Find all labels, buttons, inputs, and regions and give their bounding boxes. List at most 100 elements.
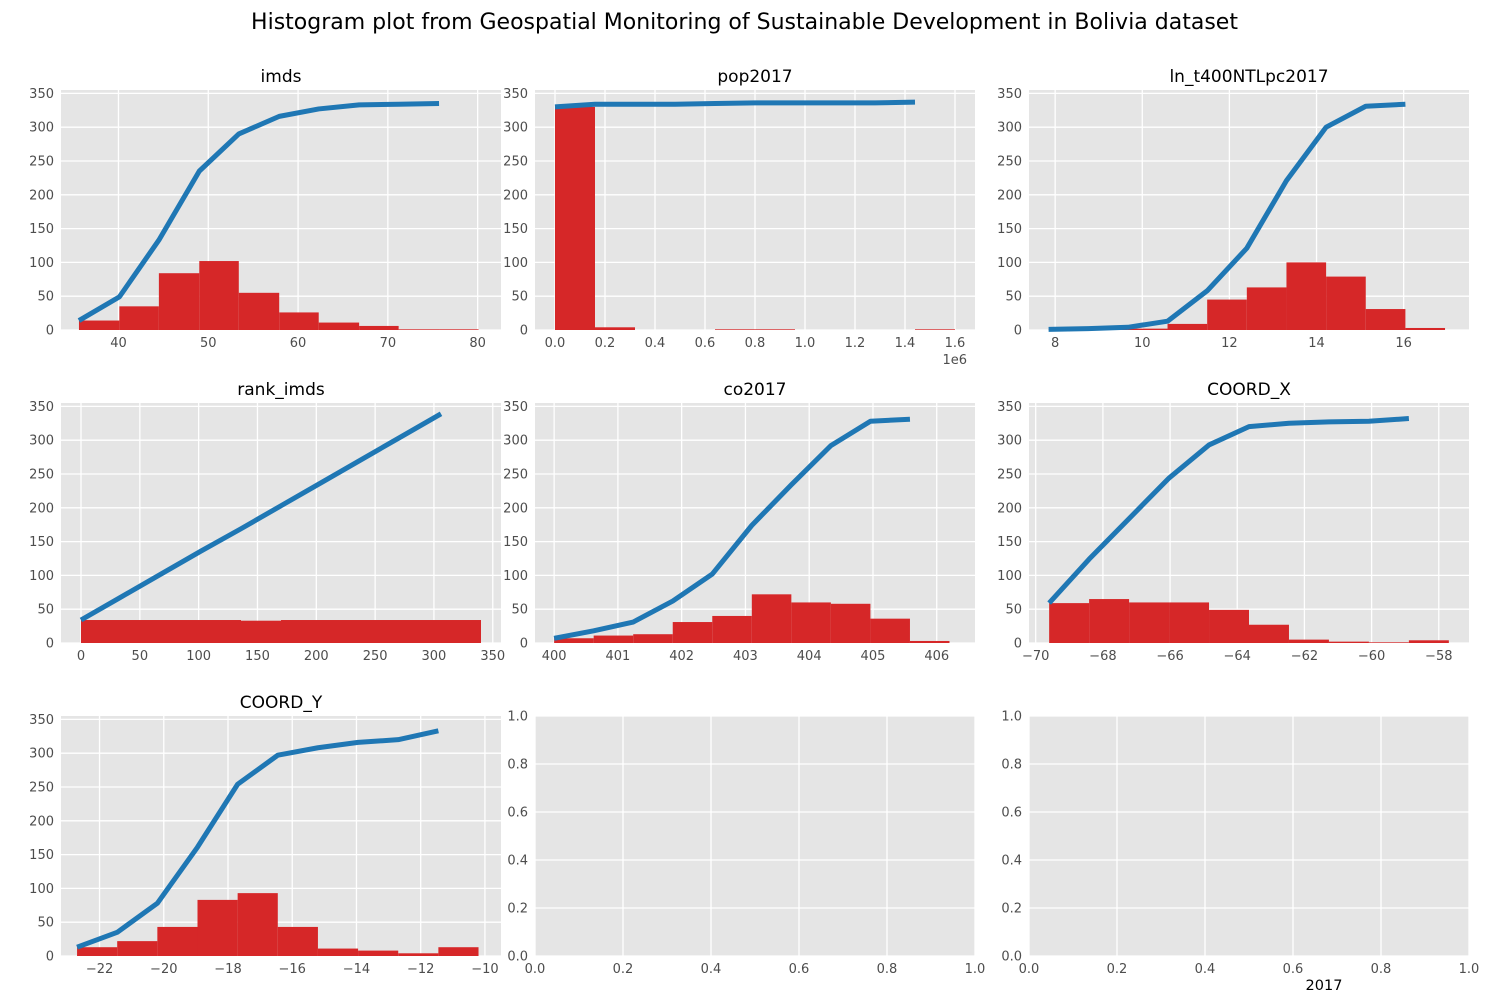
x-tick-label: 200 xyxy=(304,649,329,664)
y-tick-label: 100 xyxy=(29,882,54,897)
y-tick-label: 350 xyxy=(29,87,54,102)
y-tick-label: 50 xyxy=(37,603,54,618)
histogram-bar xyxy=(1328,641,1369,643)
y-tick-label: 300 xyxy=(29,121,54,136)
y-tick-label: 150 xyxy=(997,222,1022,237)
y-tick-label: 0.6 xyxy=(1001,806,1022,821)
y-tick-label: 100 xyxy=(503,256,528,271)
x-tick-label: 1.0 xyxy=(1459,962,1480,977)
histogram-bar xyxy=(1405,327,1446,330)
cumulative-line xyxy=(76,728,439,950)
y-tick-label: 350 xyxy=(503,87,528,102)
x-tick-label: 1.0 xyxy=(965,962,986,977)
plot-area xyxy=(61,403,501,643)
histogram-bar xyxy=(1246,287,1287,330)
histogram-bar xyxy=(791,602,831,643)
histogram-bar xyxy=(199,261,239,330)
histogram-bar xyxy=(712,615,752,643)
histogram-bar xyxy=(119,306,159,330)
y-tick-label: 250 xyxy=(997,154,1022,169)
y-tick-label: 0.0 xyxy=(1001,950,1022,965)
x-tick-label: 150 xyxy=(245,649,270,664)
histogram-bar xyxy=(633,634,673,643)
y-tick-label: 300 xyxy=(29,747,54,762)
subplot-3: 8 10 12 14 16 0 50 100 150 200 250 300 350 ln_t400NTL… xyxy=(997,67,1469,351)
y-tick-label: 250 xyxy=(503,467,528,482)
histogram-bar xyxy=(555,106,595,331)
figure-title: Histogram plot from Geospatial Monitorin… xyxy=(251,10,1238,35)
subplot-8: 0.0 0.2 0.4 0.6 0.8 1.0 0.0 0.2 0.4 0.6 0.8 1.0 xyxy=(507,710,985,978)
y-tick-label: 150 xyxy=(997,535,1022,550)
y-tick-label: 200 xyxy=(503,188,528,203)
histogram-bar xyxy=(1326,276,1366,330)
plot-area xyxy=(61,716,501,956)
x-tick-label: −20 xyxy=(150,962,177,977)
cumulative-line xyxy=(79,411,443,623)
histogram-bar xyxy=(317,948,359,956)
y-tick-label: 250 xyxy=(997,467,1022,482)
cumulative-line xyxy=(1047,416,1410,605)
x-tick-label: 0.8 xyxy=(745,336,766,351)
histogram-bar xyxy=(870,618,910,643)
y-tick-label: 150 xyxy=(503,535,528,550)
y-tick-label: 200 xyxy=(997,501,1022,516)
x-tick-label: 400 xyxy=(542,649,567,664)
histogram-bar xyxy=(77,947,118,956)
y-tick-label: 0.0 xyxy=(507,950,528,965)
x-tick-label: −66 xyxy=(1156,649,1183,664)
y-tick-label: 50 xyxy=(511,290,528,305)
histogram-bar xyxy=(554,638,594,643)
histogram-bar xyxy=(439,329,479,330)
subplot-title: ln_t400NTLpc2017 xyxy=(1169,67,1328,87)
histogram-bar xyxy=(358,950,399,956)
y-tick-label: 200 xyxy=(997,188,1022,203)
y-tick-label: 0.6 xyxy=(507,806,528,821)
histogram-bar xyxy=(1167,323,1208,330)
y-tick-label: 0 xyxy=(46,324,54,339)
y-tick-label: 0 xyxy=(46,637,54,652)
histogram-bar xyxy=(909,640,950,643)
x-tick-label: 70 xyxy=(380,336,397,351)
x-tick-label: 0.2 xyxy=(613,962,634,977)
x-tick-label: 1.2 xyxy=(845,336,866,351)
histogram-bar xyxy=(715,329,755,330)
y-tick-label: 100 xyxy=(29,256,54,271)
histogram-bar xyxy=(121,620,161,643)
histogram-bar xyxy=(1408,640,1449,643)
subplot-title: pop2017 xyxy=(717,67,792,87)
y-tick-label: 250 xyxy=(29,154,54,169)
x-tick-label: −58 xyxy=(1425,649,1452,664)
x-tick-label: 0.6 xyxy=(695,336,716,351)
histogram-bar xyxy=(398,953,439,956)
y-tick-label: 300 xyxy=(29,434,54,449)
histogram-bar xyxy=(279,312,319,330)
x-tick-label: 405 xyxy=(861,649,886,664)
x-tick-label: −22 xyxy=(86,962,113,977)
y-tick-label: 250 xyxy=(29,467,54,482)
histogram-bar xyxy=(78,320,120,330)
y-tick-label: 350 xyxy=(29,713,54,728)
x-tick-label: −14 xyxy=(343,962,370,977)
y-tick-label: 100 xyxy=(997,256,1022,271)
histogram-bar xyxy=(117,941,158,956)
histogram-bar xyxy=(361,620,401,643)
y-tick-label: 150 xyxy=(29,535,54,550)
histogram-bar xyxy=(1288,639,1329,643)
histogram-bar xyxy=(438,947,479,956)
histogram-bar xyxy=(321,620,361,643)
x-offset-label: 1e6 xyxy=(942,353,967,368)
histogram-bar xyxy=(201,620,241,643)
plot-area xyxy=(61,90,501,330)
x-tick-label: 12 xyxy=(1221,336,1238,351)
histogram-bar xyxy=(1049,603,1090,643)
histogram-bar xyxy=(830,603,871,643)
y-tick-label: 200 xyxy=(503,501,528,516)
histogram-bar xyxy=(1169,602,1210,643)
histogram-bar xyxy=(1249,624,1289,643)
y-tick-label: 100 xyxy=(29,569,54,584)
subplot-9: 0.0 0.2 0.4 0.6 0.8 1.0 0.0 0.2 0.4 0.6 0.8 1.0 2017 xyxy=(1001,710,1479,995)
plot-area xyxy=(1029,716,1469,956)
subplot-title: COORD_Y xyxy=(240,693,323,713)
x-tick-label: 1.4 xyxy=(895,336,916,351)
x-tick-label: 0.4 xyxy=(645,336,666,351)
